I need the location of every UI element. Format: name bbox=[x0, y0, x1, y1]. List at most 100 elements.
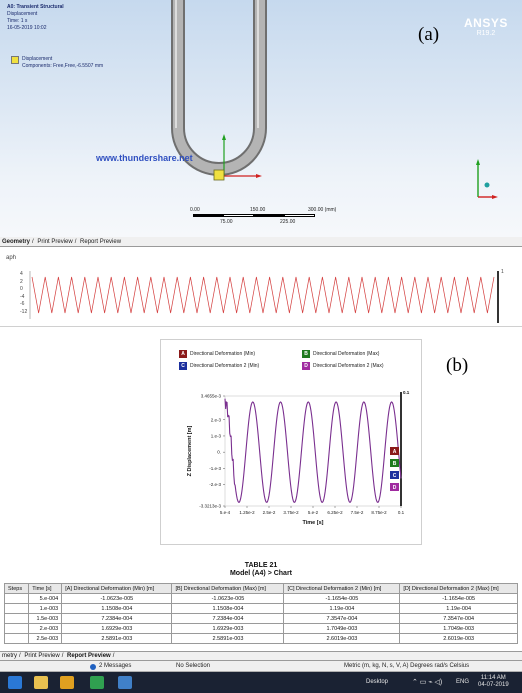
col-a: [A] Directional Deformation (Min) [m] bbox=[61, 583, 173, 594]
cell-time: 2.e-003 bbox=[28, 623, 63, 634]
table-subtitle: Model (A4) > Chart bbox=[229, 570, 293, 577]
cell-a: -1.0623e-005 bbox=[61, 593, 173, 604]
language-indicator[interactable]: ENG bbox=[456, 679, 470, 685]
ansys-brand: ANSYS bbox=[464, 16, 508, 30]
x-tick-label: 3.75e-2 bbox=[283, 510, 299, 515]
cell-d: 2.6019e-003 bbox=[399, 633, 518, 644]
u-tube-model[interactable] bbox=[0, 0, 522, 237]
cell-steps bbox=[3, 593, 30, 604]
x-tick-label: 1.25e-2 bbox=[239, 510, 255, 515]
col-c: [C] Directional Deformation 2 (Min) [m] bbox=[283, 583, 401, 594]
view-tabs-b: metry / Print Preview / Report Preview / bbox=[0, 651, 522, 661]
series-end-tag bbox=[390, 471, 399, 479]
analysis-name: A0: Transient Structural bbox=[7, 4, 64, 10]
scale-label-300: 300.00 (mm) bbox=[308, 207, 337, 213]
scale-bar-segments bbox=[193, 214, 315, 217]
legend-swatch bbox=[11, 56, 19, 64]
legend-item-c: C Directional Deformation 2 (Min) bbox=[179, 362, 296, 370]
panel-a-label: (a) bbox=[418, 24, 440, 45]
table-row: 2.5e-003 2.5891e-003 2.5891e-003 2.6019e… bbox=[3, 633, 518, 644]
chart-legend: A Directional Deformation (Min) B Direct… bbox=[179, 350, 419, 370]
result-time: Time: 1 s bbox=[7, 18, 28, 24]
tab-geometry[interactable]: Geometry bbox=[2, 239, 31, 245]
chrome-icon[interactable] bbox=[90, 676, 104, 689]
clock-time: 11:14 AM bbox=[480, 675, 506, 681]
y-tick-label: -1.e-3 bbox=[209, 466, 221, 471]
graph-waveform bbox=[29, 271, 499, 323]
cell-a: 7.2384e-004 bbox=[61, 613, 173, 624]
tab-report-preview[interactable]: Report Preview bbox=[80, 239, 122, 245]
clock[interactable]: 11:14 AM 04-07-2019 bbox=[478, 675, 509, 689]
result-name: Displacement bbox=[7, 11, 38, 17]
windows-taskbar: Desktop ⌃ ▭ ⌁ ◁) ENG 11:14 AM 04-07-2019 bbox=[0, 672, 522, 693]
x-tick-label: 7.5e-2 bbox=[351, 510, 364, 515]
legend-swatch-a: A bbox=[179, 350, 187, 358]
legend-swatch-c: C bbox=[179, 362, 187, 370]
scale-bar: 0.00 150.00 300.00 (mm) 75.00 225.00 bbox=[190, 207, 350, 227]
time-marker-label: 0.1 bbox=[403, 390, 410, 395]
ansys-version: R19.2 bbox=[476, 30, 496, 37]
info-icon bbox=[90, 663, 96, 670]
scale-label-225: 225.00 bbox=[280, 219, 296, 225]
table-row: 1.5e-003 7.2384e-004 7.2384e-004 7.3547e… bbox=[3, 613, 518, 624]
tab-print-preview[interactable]: Print Preview bbox=[37, 239, 73, 245]
col-d: [D] Directional Deformation 2 (Max) [m] bbox=[399, 583, 518, 594]
cell-time: 5.e-004 bbox=[28, 593, 63, 604]
result-date: 16-05-2019 10:02 bbox=[7, 25, 47, 31]
legend-label-b: Directional Deformation (Max) bbox=[313, 351, 380, 357]
graph-y-tick: -12 bbox=[20, 308, 28, 315]
series-end-tag bbox=[390, 483, 399, 491]
cell-b: -1.0623e-005 bbox=[171, 593, 285, 604]
tab-print-preview-b[interactable]: Print Preview bbox=[24, 653, 60, 659]
series-end-tag-label: C bbox=[393, 473, 397, 479]
series-end-tag-label: B bbox=[393, 461, 397, 467]
col-time: Time [s] bbox=[28, 583, 63, 594]
series-end-tag bbox=[390, 447, 399, 455]
x-tick-label: 2.5e-2 bbox=[263, 510, 276, 515]
messages-indicator[interactable]: 2 Messages bbox=[90, 661, 131, 672]
legend-label-a: Directional Deformation (Min) bbox=[190, 351, 256, 357]
legend-label-d: Directional Deformation 2 (Max) bbox=[313, 363, 384, 369]
messages-count: 2 Messages bbox=[99, 663, 132, 669]
app-window-icon[interactable] bbox=[118, 676, 132, 689]
result-legend: Displacement Components: Free,Free,-6.55… bbox=[11, 56, 103, 70]
legend-title: Displacement bbox=[22, 56, 53, 62]
desktop-toolbar[interactable]: Desktop bbox=[366, 679, 389, 685]
y-tick-label: -3.3213e-3 bbox=[199, 504, 221, 509]
panel-b-label: (b) bbox=[446, 355, 469, 376]
cell-c: 2.6019e-003 bbox=[283, 633, 401, 644]
status-bar: 2 Messages No Selection Metric (m, kg, N… bbox=[0, 661, 522, 672]
y-tick-label: 2.e-3 bbox=[211, 417, 222, 422]
deformation-chart: 3.4655e-3 2.e-3 1.e-3 0. -1.e-3 -2.e-3 -3.3213… bbox=[187, 390, 410, 526]
tab-report-preview-b[interactable]: Report Preview bbox=[67, 653, 111, 659]
tab-geometry-b[interactable]: metry bbox=[2, 653, 17, 659]
ansys-logo: ANSYS R19.2 bbox=[464, 16, 508, 37]
graph-panel[interactable]: aph 4 2 0 -4 -6 -12 1 bbox=[0, 247, 522, 327]
units-status[interactable]: Metric (m, kg, N, s, V, A) Degrees rad/s… bbox=[344, 663, 470, 669]
cell-c: -1.1654e-005 bbox=[283, 593, 401, 604]
clock-date: 04-07-2019 bbox=[478, 682, 509, 688]
graph-panel-title: aph bbox=[6, 255, 17, 261]
scale-label-0: 0.00 bbox=[190, 207, 200, 213]
file-explorer-icon[interactable] bbox=[34, 676, 48, 689]
graph-y-tick: -6 bbox=[20, 301, 25, 307]
y-tick-label: 1.e-3 bbox=[211, 433, 222, 438]
cell-time: 1.5e-003 bbox=[28, 613, 63, 624]
graphics-viewport[interactable]: A0: Transient Structural Displacement Ti… bbox=[0, 0, 522, 237]
cell-b: 2.5891e-003 bbox=[171, 633, 285, 644]
table-row: 5.e-004 -1.0623e-005 -1.0623e-005 -1.165… bbox=[3, 593, 518, 604]
cell-d: -1.1654e-005 bbox=[399, 593, 518, 604]
legend-item-b: B Directional Deformation (Max) bbox=[302, 350, 419, 358]
cell-c: 1.19e-004 bbox=[283, 603, 401, 614]
legend-item-d: D Directional Deformation 2 (Max) bbox=[302, 362, 419, 370]
cell-b: 1.6929e-003 bbox=[171, 623, 285, 634]
tray-icons[interactable]: ⌃ ▭ ⌁ ◁) bbox=[412, 679, 443, 686]
ie-icon[interactable] bbox=[8, 676, 22, 689]
series-line-deformation bbox=[224, 398, 402, 503]
ansys-workbench-icon[interactable] bbox=[60, 676, 74, 689]
scale-label-75: 75.00 bbox=[220, 219, 233, 225]
cell-b: 1.1508e-004 bbox=[171, 603, 285, 614]
table-row: 1.e-003 1.1508e-004 1.1508e-004 1.19e-00… bbox=[3, 603, 518, 614]
graph-y-tick: 0 bbox=[20, 286, 23, 292]
results-table: Steps Time [s] [A] Directional Deformati… bbox=[3, 583, 518, 644]
